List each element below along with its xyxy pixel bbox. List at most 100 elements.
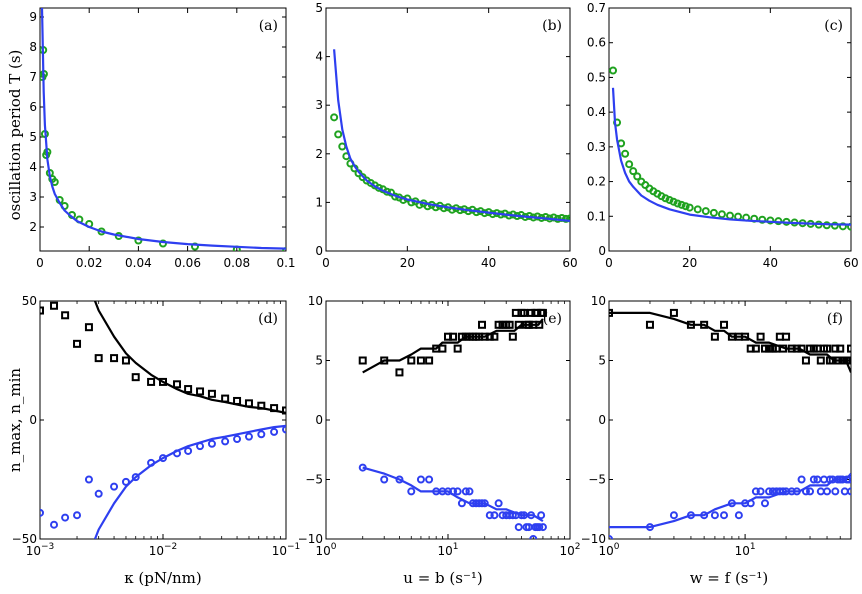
data-point-circle <box>110 482 119 491</box>
data-point-square <box>831 344 840 353</box>
xlabel-ub: u = b (s⁻¹) <box>403 569 482 587</box>
xtick-label: 102 <box>559 542 580 558</box>
xtick-label: 0 <box>322 256 330 270</box>
data-point-circle <box>673 199 682 208</box>
plot-area-c <box>609 66 851 231</box>
xtick-label: 10−3 <box>26 542 55 558</box>
data-point-circle <box>121 477 130 486</box>
data-point-circle <box>685 203 694 212</box>
data-point-circle <box>50 520 59 529</box>
data-point-circle <box>669 511 678 520</box>
plot-area-f <box>609 308 851 539</box>
data-point-circle <box>758 215 767 224</box>
ytick-label: 3 <box>315 98 323 112</box>
ytick-label: 10 <box>591 294 606 308</box>
data-point-square <box>520 308 529 317</box>
data-point-circle <box>669 197 678 206</box>
ytick-label: 0 <box>315 244 323 258</box>
series-line <box>93 301 286 414</box>
data-point-square <box>147 377 156 386</box>
data-point-circle <box>823 487 832 496</box>
data-point-circle <box>40 508 44 517</box>
data-point-circle <box>701 207 710 216</box>
panel-b: 0 1 2 3 4 5 0 20 40 60 (b) <box>315 1 577 270</box>
data-point-square <box>438 344 447 353</box>
data-point-circle <box>797 475 806 484</box>
ytick-label: 0 <box>29 413 37 427</box>
data-point-circle <box>461 487 470 496</box>
data-point-circle <box>665 195 674 204</box>
panel-label-c: (c) <box>824 18 843 34</box>
data-point-circle <box>270 427 279 436</box>
xtick-label: 40 <box>763 256 778 270</box>
data-point-circle <box>425 475 434 484</box>
ytick-label: 6 <box>29 100 37 114</box>
xtick-label: 100 <box>598 542 619 558</box>
ytick-label: 0.7 <box>587 1 606 15</box>
data-point-square <box>775 332 784 341</box>
data-point-circle <box>184 446 193 455</box>
axes-frame-c <box>608 7 852 252</box>
data-point-circle <box>661 194 670 203</box>
data-point-circle <box>221 437 230 446</box>
data-point-circle <box>490 511 499 520</box>
ylabel-bottom: n_max, n_min <box>6 368 24 473</box>
data-point-circle <box>838 222 847 231</box>
xtick-label: 100 <box>315 542 336 558</box>
ytick-label: 5 <box>315 354 323 368</box>
axes-frame-d <box>39 300 287 540</box>
data-point-circle <box>816 487 825 496</box>
data-point-circle <box>94 489 103 498</box>
ytick-label: 5 <box>598 354 606 368</box>
data-point-circle <box>806 487 815 496</box>
data-point-circle <box>566 214 570 223</box>
data-point-square <box>816 356 825 365</box>
data-point-square <box>756 332 765 341</box>
xtick-label: 0 <box>605 256 613 270</box>
ytick-label: −5 <box>588 473 606 487</box>
data-point-circle <box>498 511 507 520</box>
ytick-label: −10 <box>298 532 323 546</box>
data-point-circle <box>766 216 775 225</box>
panel-a: 2 3 4 5 6 7 8 9 0 0.02 0.04 0.06 0.08 0.1 (a) <box>29 7 296 270</box>
data-point-circle <box>514 523 523 532</box>
ytick-label: 0.4 <box>587 105 606 119</box>
xlabel-kappa: κ (pN/nm) <box>124 569 202 587</box>
data-point-circle <box>621 149 630 158</box>
data-point-circle <box>681 202 690 211</box>
data-point-circle <box>693 205 702 214</box>
data-point-square <box>61 311 70 320</box>
xtick-label: 0 <box>36 256 44 270</box>
data-point-square <box>121 356 130 365</box>
data-point-square <box>395 368 404 377</box>
data-point-square <box>425 356 434 365</box>
ytick-label: −10 <box>581 532 606 546</box>
data-point-circle <box>416 475 425 484</box>
data-point-square <box>669 308 678 317</box>
plot-area-e <box>358 308 547 539</box>
ytick-label: 0.2 <box>587 175 606 189</box>
data-point-square <box>50 301 59 310</box>
ytick-label: 4 <box>29 160 37 174</box>
xtick-label: 0.1 <box>276 256 295 270</box>
data-point-circle <box>609 66 618 75</box>
data-point-circle <box>134 236 143 245</box>
data-point-square <box>184 385 193 394</box>
data-point-circle <box>84 475 93 484</box>
panel-c: 0 0.1 0.2 0.3 0.4 0.5 0.6 0.7 0 20 40 60 (c) <box>587 1 859 270</box>
data-point-square <box>847 344 851 353</box>
ytick-label: 0.6 <box>587 36 606 50</box>
data-point-circle <box>629 167 638 176</box>
xtick-label: 10−2 <box>149 542 178 558</box>
axes-frame-b <box>325 7 571 252</box>
xtick-label: 60 <box>562 256 577 270</box>
data-point-circle <box>159 239 167 248</box>
panel-e: −10 −5 0 5 10 100 101 102 (e) <box>298 294 581 558</box>
ytick-label: −5 <box>305 473 323 487</box>
ytick-label: 5 <box>29 130 37 144</box>
series-line <box>362 466 544 523</box>
data-point-circle <box>529 535 538 539</box>
ytick-label: 0 <box>315 413 323 427</box>
data-point-circle <box>485 511 494 520</box>
